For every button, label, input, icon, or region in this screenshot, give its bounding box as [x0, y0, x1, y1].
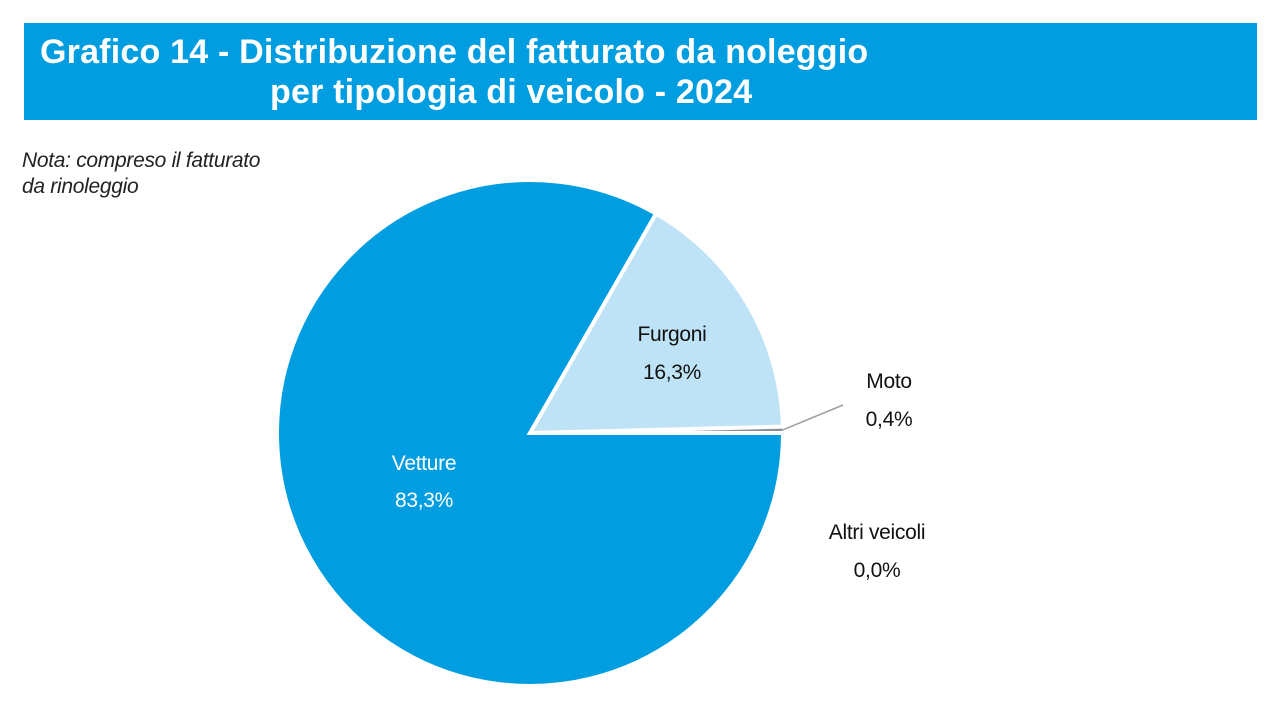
slice-value-altri-veicoli: 0,0% — [854, 559, 901, 582]
chart-note: Nota: compreso il fatturato da rinoleggi… — [22, 148, 260, 200]
chart-note-line-2: da rinoleggio — [22, 175, 139, 198]
pie-slice-furgoni — [526, 210, 785, 436]
pie-slice-vetture — [275, 178, 786, 688]
slice-value-vetture: 83,3% — [395, 489, 453, 512]
leader-line-moto — [782, 404, 844, 431]
slice-label-furgoni: Furgoni — [637, 323, 706, 346]
slice-label-altri-veicoli: Altri veicoli — [829, 521, 925, 544]
chart-note-line-1: Nota: compreso il fatturato — [22, 149, 261, 172]
chart-title-line-1: Grafico 14 - Distribuzione del fatturato… — [40, 33, 869, 71]
slice-value-moto: 0,4% — [866, 408, 913, 431]
slice-label-vetture: Vetture — [392, 452, 456, 475]
slice-value-furgoni: 16,3% — [643, 361, 701, 384]
chart-title-bar: Grafico 14 - Distribuzione del fatturato… — [24, 23, 1257, 120]
chart-title-line-2: per tipologia di veicolo - 2024 — [270, 73, 753, 111]
slice-label-moto: Moto — [866, 370, 912, 393]
